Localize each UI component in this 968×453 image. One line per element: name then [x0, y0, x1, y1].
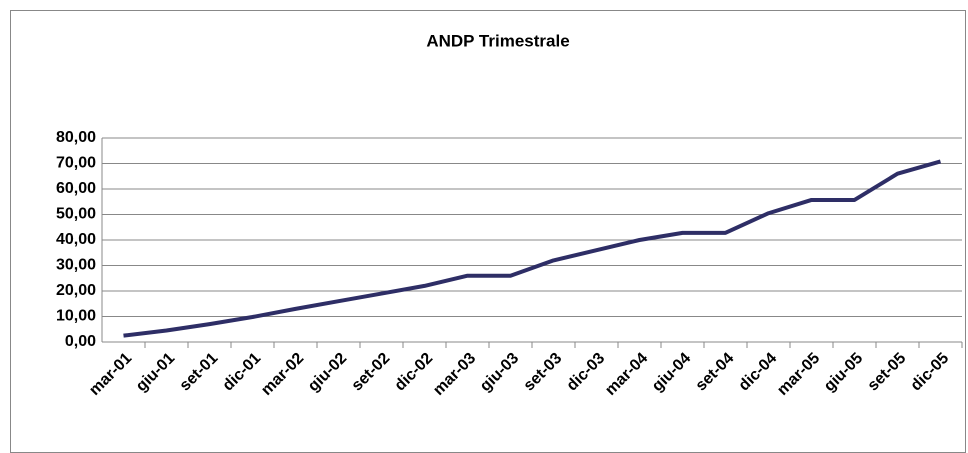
- y-tick-label: 70,00: [56, 155, 96, 172]
- chart-title: ANDP Trimestrale: [426, 31, 569, 50]
- y-tick-label: 80,00: [56, 129, 96, 146]
- y-tick-label: 40,00: [56, 231, 96, 248]
- y-tick-label: 60,00: [56, 180, 96, 197]
- data-line: [123, 159, 942, 338]
- y-tick-label: 0,00: [65, 333, 96, 350]
- y-tick-label: 50,00: [56, 206, 96, 223]
- y-tick-label: 30,00: [56, 257, 96, 274]
- chart-frame: [10, 10, 966, 453]
- y-tick-label: 20,00: [56, 282, 96, 299]
- y-tick-label: 10,00: [56, 308, 96, 325]
